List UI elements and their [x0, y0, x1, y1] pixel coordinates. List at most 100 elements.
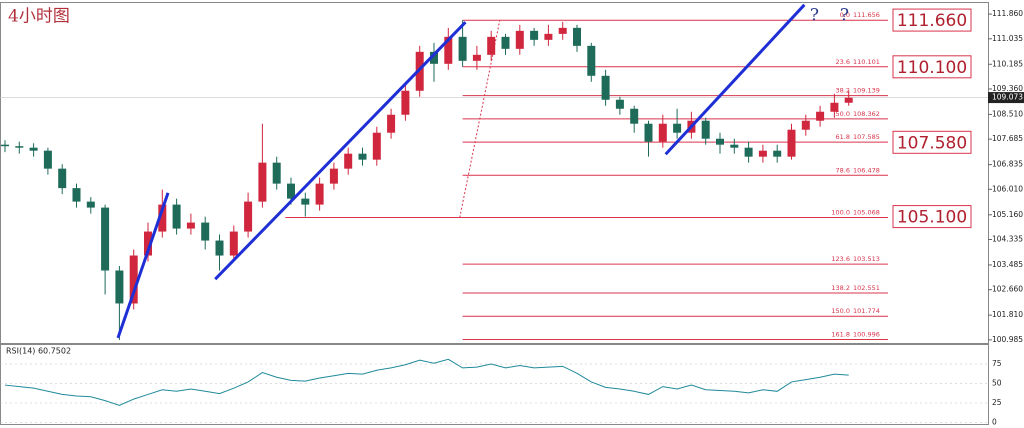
fib-price: 100.996	[853, 331, 880, 339]
y-tick-label: 106.010	[992, 184, 1023, 193]
candle-body	[287, 183, 295, 199]
candle-body	[515, 30, 524, 49]
fib-price: 106.478	[853, 166, 880, 174]
level-box	[892, 8, 972, 32]
fib-ratio: 100.0	[831, 209, 850, 217]
candle-body	[215, 240, 224, 256]
fib-ratio: 61.8	[836, 133, 850, 141]
candle-body	[730, 144, 739, 148]
candle-body	[1, 144, 9, 147]
candle-body	[229, 231, 238, 256]
trendline	[214, 21, 467, 281]
y-tick-label: 101.810	[992, 310, 1023, 319]
rsi-label: RSI(14) 60.7502	[6, 347, 71, 356]
candle-body	[601, 75, 610, 100]
fib-ratio: 150.0	[831, 307, 850, 315]
level-box-label: 105.100	[897, 208, 967, 228]
candle-body	[816, 111, 825, 121]
y-tick-label: 100.985	[992, 335, 1023, 344]
fib-ratio: 161.8	[831, 331, 850, 339]
y-tick-label: 111.035	[992, 34, 1023, 43]
fib-anchor	[459, 20, 501, 218]
candle-body	[701, 120, 710, 139]
last-price-label: 109.073	[992, 93, 1023, 102]
y-tick-label: 105.160	[992, 210, 1023, 219]
fib-price: 108.362	[853, 110, 880, 118]
trendline	[116, 192, 170, 339]
fib-ratio: 0.0	[840, 11, 850, 19]
rsi-tick-label: 75	[992, 359, 1002, 368]
fib-price: 107.585	[853, 133, 880, 141]
y-tick-label: 109.360	[992, 84, 1023, 93]
rsi-line	[4, 358, 849, 406]
candle-body	[329, 168, 338, 184]
fib-price: 109.139	[853, 87, 880, 95]
candle-body	[630, 108, 639, 124]
candle-body	[72, 188, 81, 202]
candle-body	[773, 150, 782, 157]
fib-ratio: 123.6	[831, 255, 850, 263]
rsi-tick-label: 50	[992, 379, 1002, 388]
candle-body	[272, 162, 281, 184]
candle-body	[301, 198, 310, 205]
candle-body	[430, 51, 438, 64]
candle-body	[801, 120, 810, 130]
candle-body	[544, 33, 553, 40]
candle-body	[244, 201, 253, 232]
level-box	[892, 55, 972, 79]
candle-body	[587, 45, 596, 76]
fib-ratio: 23.6	[836, 58, 850, 66]
candle-body	[716, 138, 724, 145]
annotation: ?	[810, 6, 819, 26]
y-tick-label: 107.685	[992, 134, 1023, 143]
candle-body	[144, 231, 152, 256]
candle-body	[201, 222, 210, 241]
candle-body	[830, 102, 839, 112]
last-price-box	[988, 92, 1024, 104]
rsi-panel	[0, 344, 989, 425]
main-panel	[0, 2, 989, 344]
fib-ratio: 78.6	[836, 166, 850, 174]
level-box-label: 110.100	[897, 58, 967, 78]
candle-body	[86, 201, 95, 208]
candle-body	[444, 36, 453, 64]
candle-body	[101, 207, 110, 271]
y-tick-label: 108.510	[992, 109, 1023, 118]
annotation: ?	[840, 6, 849, 26]
candle-body	[558, 27, 567, 34]
candle-body	[673, 123, 682, 133]
candle-body	[158, 204, 167, 232]
candle-body	[29, 147, 38, 151]
y-tick-label: 102.660	[992, 285, 1023, 294]
y-tick-label: 103.485	[992, 260, 1023, 269]
fib-price: 102.551	[853, 284, 880, 292]
fib-price: 101.774	[853, 307, 880, 315]
candle-body	[644, 123, 653, 142]
y-tick-label: 104.335	[992, 235, 1023, 244]
candle-body	[758, 150, 767, 157]
candle-body	[15, 146, 24, 148]
candle-body	[58, 168, 67, 189]
trendline	[664, 3, 806, 156]
rsi-tick-label: 0	[992, 418, 997, 427]
fib-price: 103.513	[853, 255, 880, 263]
candle-body	[344, 153, 353, 169]
candle-body	[115, 270, 124, 304]
y-tick-label: 106.835	[992, 160, 1023, 169]
y-tick-label: 110.185	[992, 59, 1023, 68]
candle-body	[573, 27, 581, 46]
candle-body	[43, 150, 52, 169]
fib-price: 110.101	[853, 58, 880, 66]
candle-body	[358, 153, 367, 160]
candle-body	[258, 162, 267, 202]
level-box	[892, 130, 972, 154]
candle-body	[129, 255, 138, 304]
candle-body	[401, 90, 410, 115]
candle-body	[315, 183, 324, 205]
fib-ratio: 50.0	[836, 110, 850, 118]
candle-body	[615, 99, 624, 109]
candle-body	[744, 147, 753, 157]
chart-title: 4小时图	[8, 7, 70, 27]
candle-body	[472, 54, 481, 61]
